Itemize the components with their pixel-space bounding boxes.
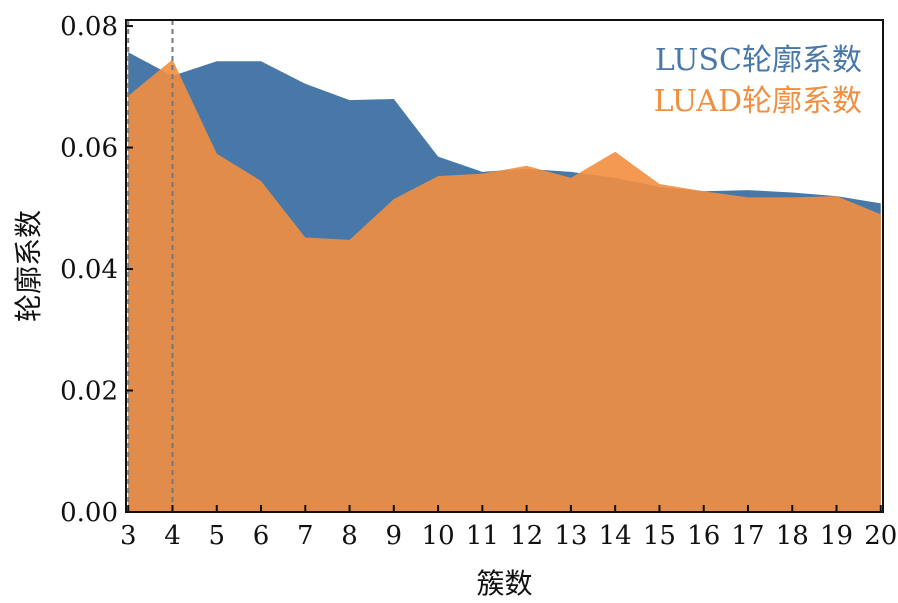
legend-entry-1: LUSC轮廓系数 bbox=[655, 43, 862, 78]
legend-entry-2: LUAD轮廓系数 bbox=[654, 84, 862, 119]
y-axis-label: 轮廓系数 bbox=[12, 210, 45, 322]
x-tick-label: 11 bbox=[466, 521, 499, 551]
y-tick-label: 0.08 bbox=[60, 12, 118, 42]
y-tick-label: 0.02 bbox=[60, 377, 118, 407]
y-axis-ticks: 0.00 0.02 0.04 0.06 0.08 bbox=[60, 12, 133, 528]
legend: LUSC轮廓系数 LUAD轮廓系数 bbox=[654, 43, 862, 119]
area-series-group bbox=[128, 52, 881, 513]
x-tick-label: 16 bbox=[687, 521, 720, 551]
x-tick-label: 14 bbox=[599, 521, 632, 551]
x-tick-label: 20 bbox=[864, 521, 897, 551]
x-axis-ticks: 3 4 5 6 7 8 9 10 11 12 13 14 15 16 17 18 19 20 bbox=[120, 505, 897, 551]
x-tick-label: 8 bbox=[341, 521, 358, 551]
area-series-2 bbox=[128, 59, 881, 513]
x-tick-label: 13 bbox=[554, 521, 587, 551]
x-axis-label: 簇数 bbox=[476, 567, 532, 600]
x-tick-label: 15 bbox=[643, 521, 676, 551]
x-tick-label: 10 bbox=[422, 521, 455, 551]
plot-frame bbox=[125, 19, 884, 513]
x-tick-label: 4 bbox=[164, 521, 181, 551]
x-tick-label: 17 bbox=[731, 521, 764, 551]
x-tick-label: 3 bbox=[120, 521, 137, 551]
y-tick-label: 0.00 bbox=[60, 498, 118, 528]
x-tick-label: 18 bbox=[776, 521, 809, 551]
y-tick-label: 0.04 bbox=[60, 255, 118, 285]
y-tick-label: 0.06 bbox=[60, 134, 118, 164]
reference-lines bbox=[127, 20, 174, 512]
x-tick-label: 12 bbox=[510, 521, 543, 551]
x-tick-label: 9 bbox=[386, 521, 403, 551]
x-tick-label: 7 bbox=[297, 521, 314, 551]
x-tick-label: 19 bbox=[820, 521, 853, 551]
x-tick-label: 5 bbox=[208, 521, 225, 551]
x-tick-label: 6 bbox=[253, 521, 270, 551]
